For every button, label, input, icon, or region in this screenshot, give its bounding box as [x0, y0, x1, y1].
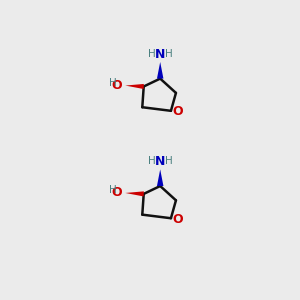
- Text: H: H: [165, 49, 173, 59]
- Polygon shape: [157, 62, 164, 79]
- Text: N: N: [155, 48, 165, 61]
- Text: O: O: [112, 79, 122, 92]
- Text: O: O: [112, 186, 122, 199]
- Text: O: O: [172, 213, 183, 226]
- Polygon shape: [125, 191, 144, 196]
- Polygon shape: [157, 169, 164, 186]
- Text: H: H: [109, 78, 116, 88]
- Text: H: H: [148, 49, 155, 59]
- Text: H: H: [109, 185, 116, 195]
- Polygon shape: [125, 84, 144, 89]
- Text: H: H: [148, 156, 155, 167]
- Text: H: H: [165, 156, 173, 167]
- Text: O: O: [172, 106, 183, 118]
- Text: N: N: [155, 155, 165, 168]
